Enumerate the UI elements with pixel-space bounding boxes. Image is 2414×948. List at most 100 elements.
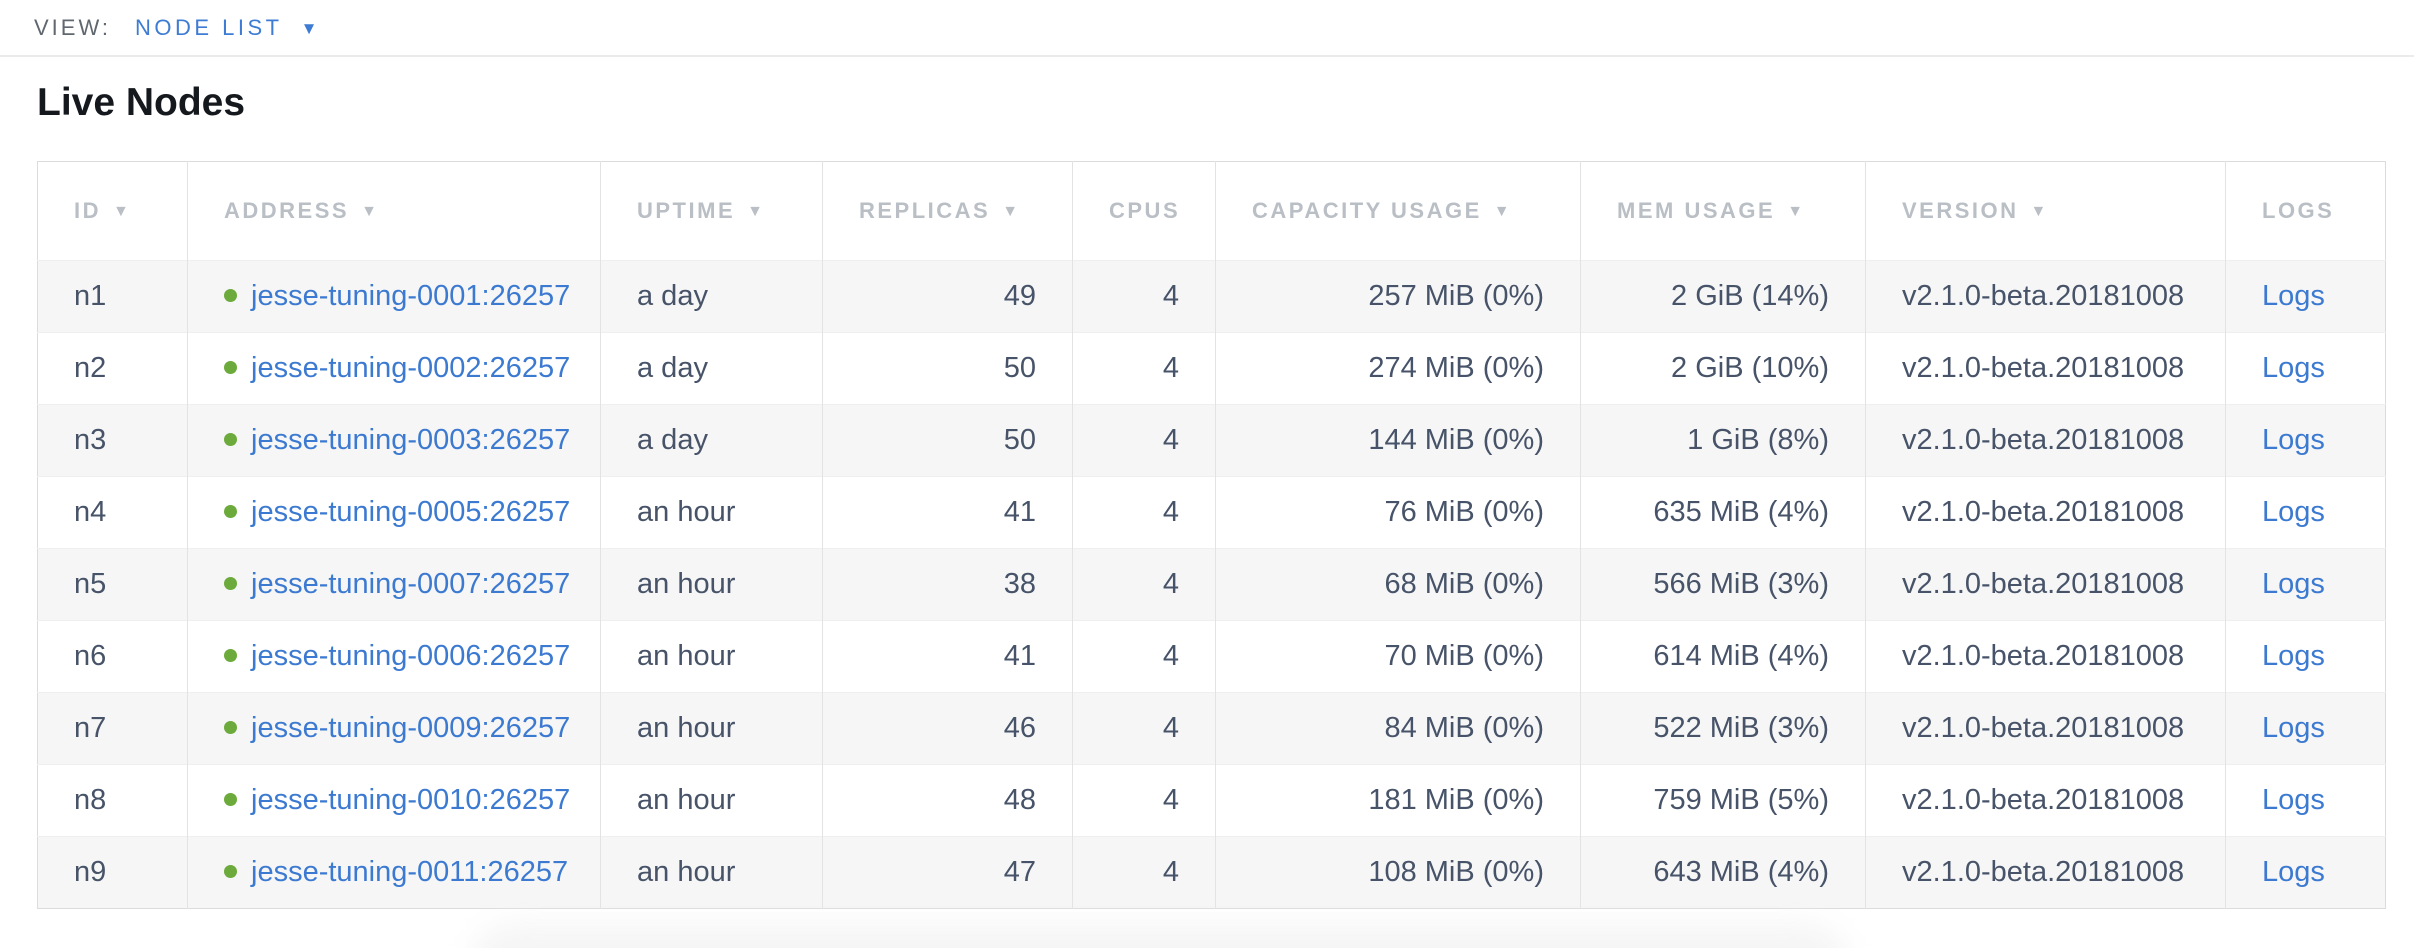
column-header-label: CAPACITY USAGE <box>1252 198 1482 223</box>
cell-capacity: 181 MiB (0%) <box>1215 764 1581 837</box>
sort-arrow-icon: ▼ <box>1002 203 1021 220</box>
column-header-uptime[interactable]: UPTIME ▼ <box>600 161 823 261</box>
node-health-dot <box>224 864 237 878</box>
chevron-down-icon[interactable]: ▼ <box>300 18 318 38</box>
cell-id: n3 <box>37 404 188 477</box>
node-logs-link[interactable]: Logs <box>2262 280 2325 312</box>
cell-capacity: 70 MiB (0%) <box>1215 620 1581 693</box>
cell-replicas: 41 <box>822 476 1073 549</box>
cell-replicas: 41 <box>822 620 1073 693</box>
node-health-dot <box>224 792 237 806</box>
column-header-label: UPTIME <box>637 198 736 223</box>
column-header-label: ID <box>74 198 101 223</box>
cell-capacity: 144 MiB (0%) <box>1215 404 1581 477</box>
cell-mem: 614 MiB (4%) <box>1580 620 1866 693</box>
column-header-logs: LOGS <box>2225 161 2386 261</box>
cell-logs: Logs <box>2225 476 2386 549</box>
cell-version: v2.1.0-beta.20181008 <box>1865 620 2226 693</box>
cell-address: jesse-tuning-0003:26257 <box>187 404 601 477</box>
column-header-replicas[interactable]: REPLICAS ▼ <box>822 161 1073 261</box>
cell-logs: Logs <box>2225 692 2386 765</box>
table-header: ID ▼ ADDRESS ▼ UPTIME ▼ REPLICAS ▼ CPUS CAPACITY … <box>37 161 2386 261</box>
column-header-label: ADDRESS <box>224 198 350 223</box>
node-health-dot <box>224 504 237 518</box>
cell-version: v2.1.0-beta.20181008 <box>1865 404 2226 477</box>
node-address-link[interactable]: jesse-tuning-0007:26257 <box>251 568 571 600</box>
cell-uptime: an hour <box>600 548 823 621</box>
cell-cpus: 4 <box>1072 404 1216 477</box>
column-header-version[interactable]: VERSION ▼ <box>1865 161 2226 261</box>
node-address-link[interactable]: jesse-tuning-0005:26257 <box>251 496 571 528</box>
node-address-link[interactable]: jesse-tuning-0003:26257 <box>251 424 571 456</box>
table-row: n1 jesse-tuning-0001:26257 a day 49 4 257 MiB… <box>37 260 2386 333</box>
cell-mem: 643 MiB (4%) <box>1580 836 1866 909</box>
cell-capacity: 257 MiB (0%) <box>1215 260 1581 333</box>
column-header-capacity[interactable]: CAPACITY USAGE ▼ <box>1215 161 1581 261</box>
node-health-dot <box>224 576 237 590</box>
table-row: n9 jesse-tuning-0011:26257 an hour 47 4 108 M… <box>37 836 2386 909</box>
node-address-link[interactable]: jesse-tuning-0011:26257 <box>251 856 569 888</box>
table-row: n6 jesse-tuning-0006:26257 an hour 41 4 70 Mi… <box>37 620 2386 693</box>
column-header-address[interactable]: ADDRESS ▼ <box>187 161 601 261</box>
node-logs-link[interactable]: Logs <box>2262 856 2325 888</box>
column-header-mem[interactable]: MEM USAGE ▼ <box>1580 161 1866 261</box>
cell-version: v2.1.0-beta.20181008 <box>1865 764 2226 837</box>
table-row: n2 jesse-tuning-0002:26257 a day 50 4 274 MiB… <box>37 332 2386 405</box>
cell-id: n4 <box>37 476 188 549</box>
node-address-link[interactable]: jesse-tuning-0002:26257 <box>251 352 571 384</box>
node-logs-link[interactable]: Logs <box>2262 352 2325 384</box>
table-row: n7 jesse-tuning-0009:26257 an hour 46 4 84 Mi… <box>37 692 2386 765</box>
cell-capacity: 274 MiB (0%) <box>1215 332 1581 405</box>
cell-cpus: 4 <box>1072 548 1216 621</box>
cell-replicas: 49 <box>822 260 1073 333</box>
cell-address: jesse-tuning-0001:26257 <box>187 260 601 333</box>
node-logs-link[interactable]: Logs <box>2262 712 2325 744</box>
cell-logs: Logs <box>2225 260 2386 333</box>
cell-logs: Logs <box>2225 332 2386 405</box>
cell-mem: 566 MiB (3%) <box>1580 548 1866 621</box>
column-header-label: REPLICAS <box>859 198 991 223</box>
node-logs-link[interactable]: Logs <box>2262 424 2325 456</box>
node-logs-link[interactable]: Logs <box>2262 568 2325 600</box>
node-logs-link[interactable]: Logs <box>2262 640 2325 672</box>
node-health-dot <box>224 648 237 662</box>
cell-id: n2 <box>37 332 188 405</box>
node-logs-link[interactable]: Logs <box>2262 784 2325 816</box>
cell-mem: 522 MiB (3%) <box>1580 692 1866 765</box>
node-health-dot <box>224 360 237 374</box>
node-address-link[interactable]: jesse-tuning-0009:26257 <box>251 712 571 744</box>
cell-version: v2.1.0-beta.20181008 <box>1865 260 2226 333</box>
cell-version: v2.1.0-beta.20181008 <box>1865 476 2226 549</box>
view-dropdown[interactable]: NODE LIST <box>134 14 283 40</box>
cell-capacity: 68 MiB (0%) <box>1215 548 1581 621</box>
node-address-link[interactable]: jesse-tuning-0006:26257 <box>251 640 571 672</box>
node-health-dot <box>224 720 237 734</box>
table-row: n3 jesse-tuning-0003:26257 a day 50 4 144 MiB… <box>37 404 2386 477</box>
cell-replicas: 47 <box>822 836 1073 909</box>
column-header-label: MEM USAGE <box>1617 198 1776 223</box>
table-row: n8 jesse-tuning-0010:26257 an hour 48 4 181 M… <box>37 764 2386 837</box>
sort-arrow-icon: ▼ <box>1493 203 1513 220</box>
cell-version: v2.1.0-beta.20181008 <box>1865 692 2226 765</box>
cell-cpus: 4 <box>1072 692 1216 765</box>
cell-mem: 1 GiB (8%) <box>1580 404 1866 477</box>
cell-uptime: an hour <box>600 620 823 693</box>
cell-cpus: 4 <box>1072 260 1216 333</box>
cell-id: n1 <box>37 260 188 333</box>
cell-capacity: 108 MiB (0%) <box>1215 836 1581 909</box>
cell-address: jesse-tuning-0007:26257 <box>187 548 601 621</box>
cell-cpus: 4 <box>1072 620 1216 693</box>
cell-uptime: a day <box>600 260 823 333</box>
cell-address: jesse-tuning-0002:26257 <box>187 332 601 405</box>
column-header-id[interactable]: ID ▼ <box>38 162 188 261</box>
node-logs-link[interactable]: Logs <box>2262 496 2325 528</box>
cell-address: jesse-tuning-0010:26257 <box>187 764 601 837</box>
node-address-link[interactable]: jesse-tuning-0001:26257 <box>251 280 571 312</box>
cell-address: jesse-tuning-0006:26257 <box>187 620 601 693</box>
cell-id: n5 <box>37 548 188 621</box>
column-header-label: LOGS <box>2262 198 2335 223</box>
cell-uptime: a day <box>600 332 823 405</box>
column-header-label: CPUS <box>1109 198 1181 223</box>
node-address-link[interactable]: jesse-tuning-0010:26257 <box>251 784 571 816</box>
next-section-shadow <box>470 923 1850 948</box>
